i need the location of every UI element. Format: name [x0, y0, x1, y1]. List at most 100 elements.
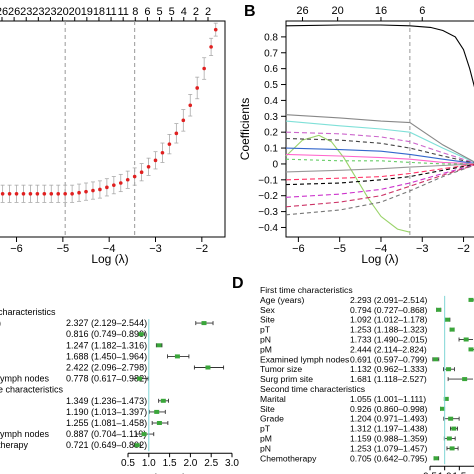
panel-c-row-label: lymph nodes — [0, 374, 50, 384]
panel-d-estimate — [436, 307, 442, 312]
panel-b-y-tick-label: 0.5 — [264, 80, 278, 91]
panel-a-point — [21, 192, 26, 196]
panel-d-row-label: Sex — [260, 305, 276, 315]
panel-d-row-ci: 1.733 (1.490–2.015) — [350, 335, 428, 345]
panel-c-x-tick-label: 0.5 — [121, 458, 135, 469]
panel-c-row-ci: 0.887 (0.704–1.119) — [66, 429, 146, 439]
panel-a-point — [42, 192, 47, 196]
panel-a-top-tick-label: 18 — [93, 6, 105, 18]
panel-b-x-tick-label: −6 — [292, 243, 305, 255]
panel-b-series-line — [285, 147, 474, 164]
panel-a-point — [98, 187, 102, 192]
panel-d-row-ci: 1.055 (1.001–1.111) — [350, 394, 426, 404]
panel-d-row-ci: 1.204 (0.971–1.493) — [350, 414, 428, 424]
panel-c-row-ci: 0.778 (0.617–0.982) — [66, 374, 147, 384]
panel-c-estimate — [134, 443, 140, 448]
panel-d-row-ci: 1.159 (0.988–1.359) — [350, 434, 428, 444]
panel-b-x-tick-label: −2 — [457, 243, 470, 255]
panel-a-point — [213, 27, 218, 32]
panel-d-row-ci: 0.794 (0.727–0.868) — [350, 305, 428, 315]
panel-a-point — [7, 192, 12, 196]
panel-b-y-axis: −0.4 −0.3 −0.2 −0.1 0 0.1 0.2 0.3 0.4 0.5 0.6 0.7 0.… — [258, 32, 286, 234]
panel-b-y-tick-label: −0.4 — [258, 223, 278, 234]
panel-d-estimate — [451, 426, 457, 431]
panel-a-point — [35, 192, 40, 196]
panel-c-estimate — [201, 321, 207, 326]
panel-c-row-label: characteristics — [0, 307, 56, 317]
panel-d-estimate — [468, 297, 474, 302]
panel-d-x-tick-label: 1.0 — [438, 471, 452, 474]
panel-b-y-tick-label: 0.2 — [264, 128, 278, 139]
panel-b-y-tick-label: 0.8 — [264, 32, 278, 43]
panel-d-estimate — [433, 456, 439, 461]
panel-d-row-label: pN — [260, 443, 271, 453]
panel-b-top-tick-label: 26 — [296, 5, 308, 17]
panel-a-point — [209, 45, 213, 49]
panel-a-point — [77, 190, 81, 195]
panel-d-row-label: Grade — [260, 414, 284, 424]
panel-d-row-ci: 2.444 (2.114–2.824) — [350, 344, 427, 354]
panel-a-top-tick-label: 20 — [56, 6, 68, 18]
panel-c-forest-plot: characteristics) 2.327 (2.129–2.544)0.816… — [0, 307, 239, 474]
panel-c-x-tick-label: 2.0 — [183, 458, 197, 469]
panel-a-plot-frame — [0, 20, 226, 238]
panel-a-x-tick-label: −6 — [10, 243, 23, 255]
panel-d-x-tick-label: 1.5 — [452, 471, 466, 474]
panel-b-top-tick-label: 16 — [375, 5, 387, 17]
panel-a-point — [153, 158, 158, 163]
panel-a-top-tick-label: 5 — [156, 6, 162, 18]
panel-c-row-label: ) — [0, 318, 1, 328]
panel-b-series-line — [285, 137, 474, 164]
panel-d-row-label: pM — [260, 344, 272, 354]
panel-d-estimate — [468, 347, 474, 352]
panel-a-point — [160, 150, 165, 155]
panel-c-x-tick-label: 1.5 — [163, 458, 177, 469]
panel-d-row-ci: 1.132 (0.962–1.333) — [350, 364, 428, 374]
panel-a-top-tick-label: 2 — [193, 6, 199, 18]
panel-d-estimate — [446, 367, 452, 372]
panel-a-x-tick-label: −4 — [103, 243, 116, 255]
panel-b-series-line — [285, 24, 474, 88]
panel-a-point — [28, 192, 33, 196]
panel-b-y-tick-label: 0.3 — [264, 112, 278, 123]
panel-a-top-tick-label: 5 — [169, 6, 175, 18]
panel-b-x-tick-label: −4 — [375, 243, 388, 255]
panel-a-point — [84, 189, 88, 194]
panel-b-y-tick-label: 0.6 — [264, 64, 278, 75]
panel-c-row-label: therapy — [0, 440, 29, 450]
panel-b-series-line — [285, 164, 474, 198]
panel-a-point — [14, 192, 19, 196]
panel-a-point — [0, 192, 5, 196]
panel-d-letter: D — [232, 275, 244, 292]
panel-a-point — [112, 183, 116, 187]
panel-c-estimate — [141, 432, 147, 437]
panel-d-row-label: pM — [260, 434, 272, 444]
panel-d-row-ci: 1.312 (1.197–1.438) — [350, 424, 428, 434]
panel-c-row-ci: 0.721 (0.649–0.802) — [66, 440, 147, 450]
panel-b-top-tick-label: 6 — [419, 5, 425, 17]
panel-b-y-tick-label: −0.2 — [258, 191, 278, 202]
panel-b-top-axis: 26 20 16 6 — [296, 5, 425, 21]
panel-a-point — [105, 185, 109, 190]
panel-c-row-ci: 2.327 (2.129–2.544) — [66, 318, 147, 328]
panel-a-point — [174, 131, 179, 136]
panel-a-top-tick-label: 11 — [105, 6, 116, 18]
panel-d-row-ci: 1.253 (1.079–1.457) — [350, 443, 428, 453]
panel-a-point — [181, 118, 186, 123]
panel-b-series-line — [285, 114, 474, 163]
panel-d-row-label: Examined lymph nodes — [260, 354, 349, 364]
panel-a-point — [195, 86, 200, 90]
panel-d-row-label: pT — [260, 325, 271, 335]
panel-a-top-tick-label: 6 — [144, 6, 150, 18]
panel-d-row-ci: 0.705 (0.642–0.795) — [350, 453, 428, 463]
panel-a-reference-lines — [64, 21, 136, 237]
panel-b-y-label: Coefficients — [238, 98, 252, 160]
panel-d-estimate — [463, 337, 469, 342]
panel-c-row-ci: 1.190 (1.013–1.397) — [66, 407, 147, 417]
panel-a-point — [125, 177, 130, 182]
panel-c-row-ci: 0.816 (0.749–0.899) — [66, 329, 147, 339]
panel-d-row-label: Age (years) — [260, 295, 305, 305]
panel-b-x-label: Log (λ) — [361, 252, 398, 266]
panel-d-row-ci: 1.253 (1.188–1.323) — [350, 325, 428, 335]
